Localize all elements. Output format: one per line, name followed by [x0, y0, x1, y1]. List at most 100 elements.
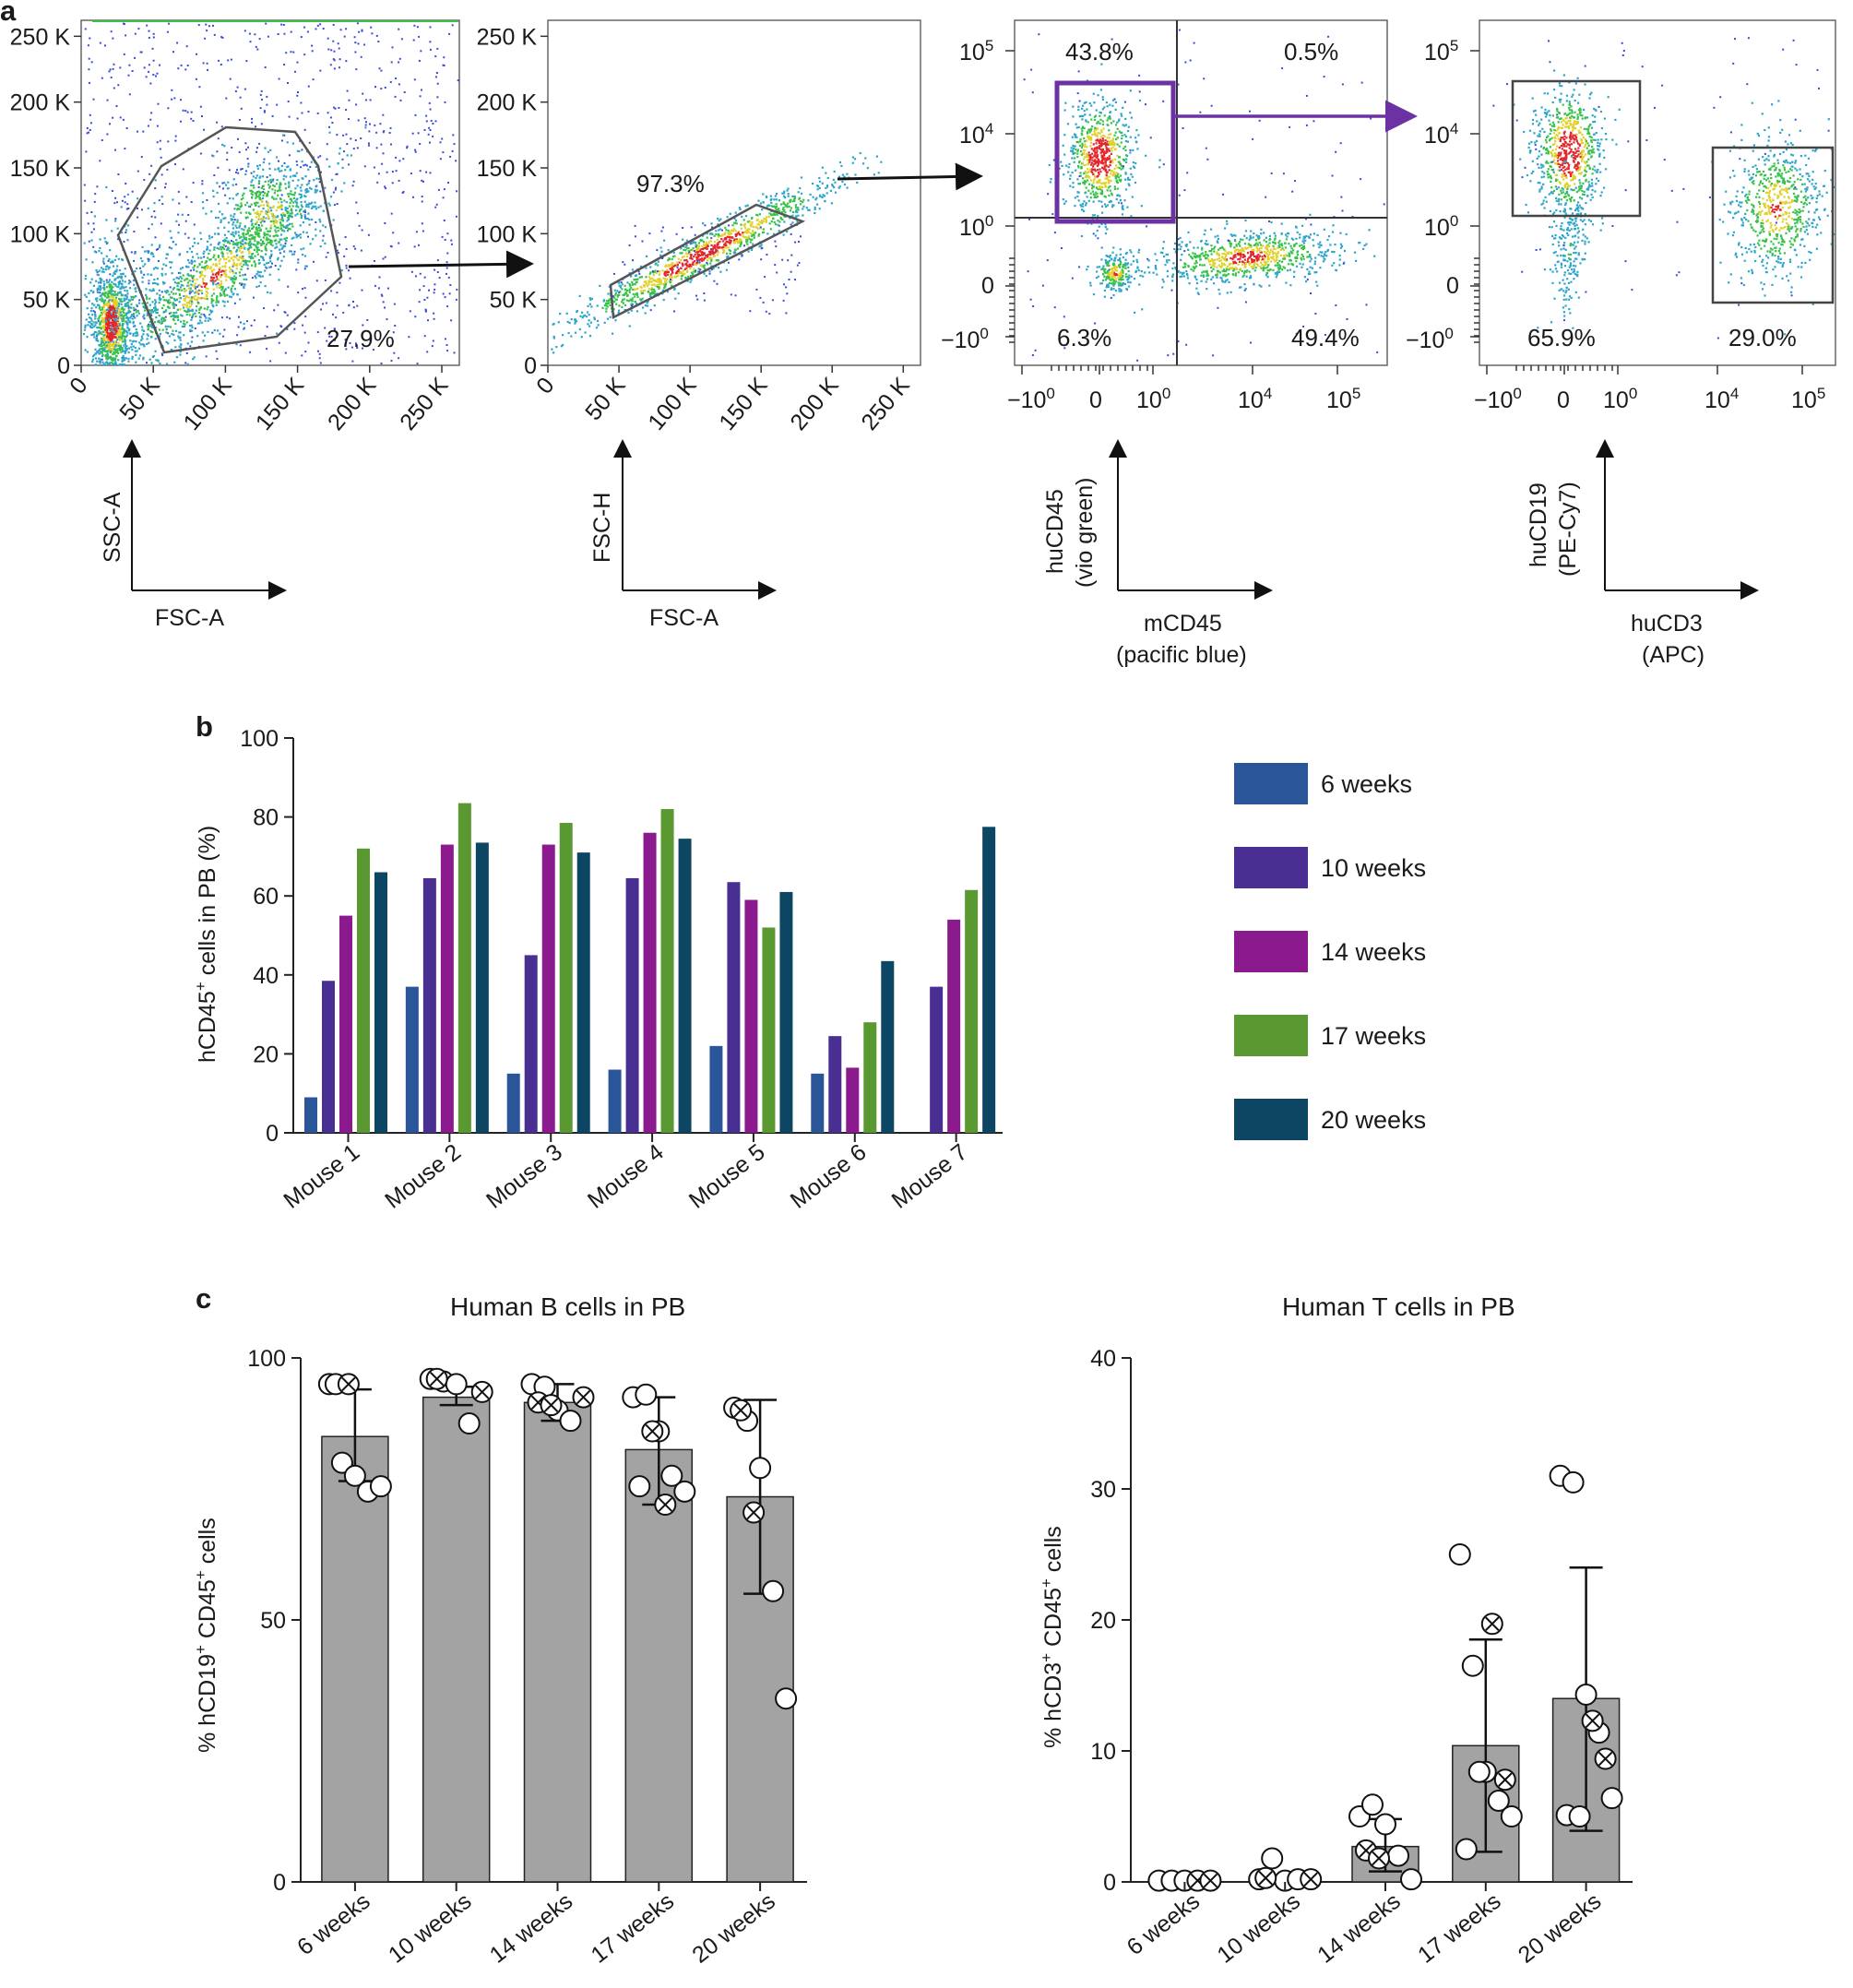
event-dot	[640, 276, 643, 279]
event-dot	[141, 208, 143, 211]
event-dot	[723, 232, 726, 235]
event-dot	[713, 280, 716, 282]
event-dot	[671, 267, 673, 269]
event-dot	[1100, 154, 1103, 157]
event-dot	[209, 258, 212, 261]
event-dot	[734, 234, 738, 237]
event-dot	[119, 292, 122, 294]
event-dot	[208, 237, 211, 240]
event-dot	[115, 315, 118, 317]
event-dot	[761, 221, 764, 225]
event-dot	[246, 260, 249, 263]
event-dot	[426, 351, 429, 353]
event-dot	[303, 164, 305, 167]
event-dot	[109, 332, 113, 335]
event-dot	[875, 155, 878, 158]
event-dot	[179, 331, 182, 334]
event-dot	[101, 351, 103, 354]
event-dot	[135, 353, 137, 356]
event-dot	[632, 283, 635, 286]
event-dot	[195, 298, 197, 302]
event-dot	[267, 230, 270, 232]
event-dot	[105, 323, 108, 326]
event-dot	[157, 248, 160, 250]
event-dot	[330, 178, 334, 182]
event-dot	[162, 319, 166, 322]
event-dot	[208, 25, 210, 28]
event-dot	[1107, 158, 1110, 161]
event-dot	[156, 125, 159, 127]
event-dot	[807, 208, 810, 211]
event-dot	[181, 315, 184, 317]
event-dot	[220, 270, 222, 273]
event-dot	[269, 243, 272, 245]
event-dot	[257, 232, 261, 235]
event-dot	[649, 278, 652, 280]
event-dot	[214, 273, 217, 276]
event-dot	[111, 295, 113, 298]
event-dot	[130, 306, 133, 309]
event-dot	[749, 310, 752, 313]
event-dot	[254, 236, 256, 239]
event-dot	[89, 129, 91, 131]
event-dot	[248, 32, 251, 35]
event-dot	[318, 181, 321, 184]
event-dot	[354, 139, 357, 141]
event-dot	[774, 223, 778, 226]
event-dot	[317, 206, 320, 208]
event-dot	[681, 252, 683, 255]
event-dot	[729, 244, 731, 246]
event-dot	[212, 299, 215, 302]
event-dot	[149, 118, 152, 121]
event-dot	[821, 182, 824, 185]
event-dot	[302, 254, 304, 256]
event-dot	[770, 220, 773, 223]
event-dot	[127, 329, 130, 332]
event-dot	[108, 312, 111, 315]
event-dot	[119, 299, 122, 302]
event-dot	[238, 282, 242, 285]
event-dot	[153, 210, 156, 212]
event-dot	[187, 287, 190, 290]
event-dot	[294, 232, 297, 234]
event-dot	[568, 321, 571, 325]
event-dot	[134, 251, 137, 253]
event-dot	[328, 165, 331, 168]
event-dot	[1077, 183, 1080, 185]
event-dot	[162, 263, 165, 266]
event-dot	[734, 233, 737, 236]
event-dot	[711, 250, 714, 252]
event-dot	[709, 250, 712, 253]
event-dot	[108, 343, 111, 346]
event-dot	[106, 352, 109, 356]
event-dot	[102, 305, 105, 309]
event-dot	[86, 132, 89, 135]
event-dot	[110, 326, 113, 328]
event-dot	[153, 309, 156, 312]
event-dot	[317, 350, 319, 352]
gate-percentage: 27.9%	[327, 325, 395, 352]
event-dot	[706, 256, 709, 258]
event-dot	[342, 311, 345, 314]
event-dot	[169, 261, 172, 264]
event-dot	[140, 339, 143, 341]
event-dot	[295, 172, 298, 174]
event-dot	[743, 222, 746, 225]
event-dot	[104, 318, 107, 321]
event-dot	[263, 188, 266, 191]
event-dot	[709, 253, 712, 256]
event-dot	[113, 348, 116, 351]
event-dot	[96, 327, 99, 329]
event-dot	[235, 250, 238, 253]
event-dot	[125, 330, 128, 333]
event-dot	[195, 77, 197, 80]
event-dot	[1104, 232, 1108, 235]
event-dot	[114, 344, 117, 347]
event-dot	[93, 304, 96, 306]
event-dot	[108, 291, 111, 293]
event-dot	[750, 248, 753, 251]
event-dot	[88, 68, 90, 71]
event-dot	[214, 264, 217, 267]
event-dot	[715, 248, 718, 251]
event-dot	[255, 196, 257, 199]
